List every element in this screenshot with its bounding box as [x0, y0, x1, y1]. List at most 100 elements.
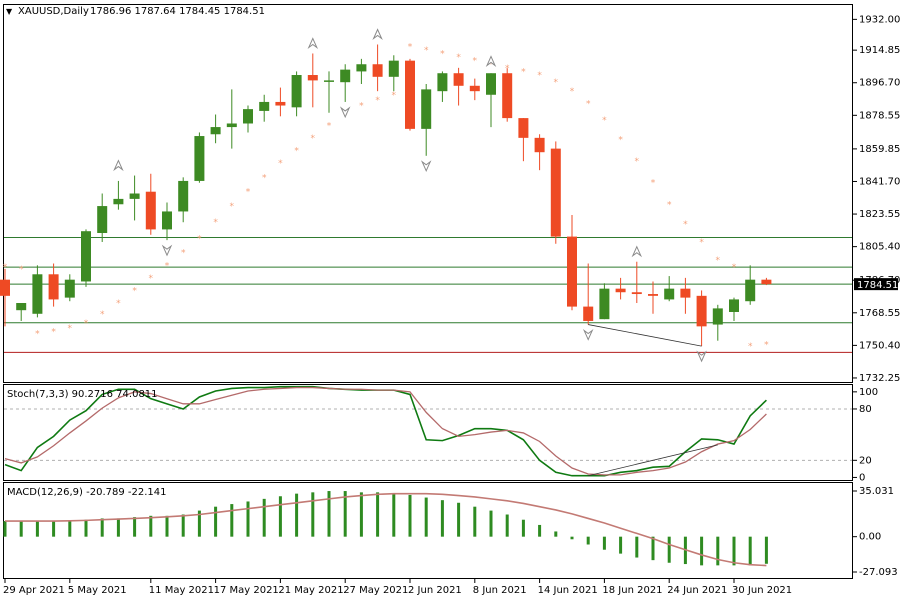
- sar-dot: *: [732, 263, 737, 273]
- candle: [534, 134, 545, 171]
- sar-dot: *: [586, 100, 591, 110]
- sar-dot: *: [165, 261, 170, 271]
- candle: [486, 73, 496, 128]
- candle: [664, 276, 675, 302]
- sar-dot: *: [764, 340, 769, 350]
- macd-label: MACD(12,26,9) -20.789 -22.141: [7, 487, 167, 498]
- candle: [145, 173, 156, 235]
- candle: [599, 283, 610, 320]
- candle: [372, 44, 383, 92]
- price-tick-label: 1841.70: [859, 176, 900, 187]
- last-price-marker: [854, 278, 898, 291]
- price-tick-label: 1823.55: [859, 209, 900, 220]
- macd-bar: [635, 536, 639, 558]
- price-tick-label: 1932.00: [859, 14, 900, 25]
- candle-body: [453, 73, 464, 86]
- candle-body: [761, 279, 772, 285]
- candle-body: [534, 137, 545, 153]
- sar-dot: *: [392, 91, 397, 101]
- time-tick-label: 17 May 2021: [214, 585, 279, 596]
- horizontal-levels: [4, 236, 852, 353]
- macd-bar: [359, 492, 363, 537]
- macd-bar: [3, 521, 7, 537]
- candle-body: [210, 127, 221, 135]
- candle-body: [113, 198, 124, 205]
- price-divergence-line: [588, 324, 702, 347]
- candle: [129, 175, 140, 221]
- macd-bar: [424, 497, 428, 537]
- candle-body: [680, 288, 691, 298]
- macd-bar: [764, 536, 768, 564]
- time-tick-label: 24 Jun 2021: [667, 585, 727, 596]
- time-tick-label: 29 Apr 2021: [3, 585, 65, 596]
- macd-bar: [651, 536, 655, 561]
- candle: [194, 132, 205, 183]
- candle: [388, 55, 399, 92]
- sar-dot: *: [84, 319, 89, 329]
- fractal-down-icon: [161, 244, 173, 257]
- macd-bar: [19, 521, 23, 537]
- time-tick-label: 21 May 2021: [278, 585, 343, 596]
- time-tick-label: 11 May 2021: [149, 585, 214, 596]
- stoch-main-line: [4, 385, 767, 477]
- candle-body: [583, 306, 594, 321]
- candle-body: [712, 308, 723, 325]
- macd-bar: [473, 506, 477, 537]
- symbol-menu-arrow[interactable]: ▼: [6, 7, 13, 16]
- candle: [340, 64, 351, 102]
- macd-bar: [521, 519, 525, 537]
- sar-dot: *: [651, 179, 656, 189]
- candle: [729, 297, 739, 321]
- price-axis: 1932.00 1914.85 1896.70 1878.55 1859.85 1841.…: [853, 14, 900, 384]
- candle: [648, 281, 658, 314]
- sar-dot: *: [132, 286, 137, 296]
- fractal-up-icon: [631, 245, 643, 258]
- macd-bar: [408, 494, 412, 537]
- price-tick-label: 1859.85: [859, 144, 900, 155]
- candle: [64, 274, 75, 302]
- candle-body: [81, 231, 91, 282]
- sar-dot: *: [375, 96, 380, 106]
- candle-body: [599, 288, 610, 320]
- price-tick-label: 1768.55: [859, 308, 900, 319]
- macd-bar: [376, 492, 380, 537]
- time-tick-label: 27 May 2021: [343, 585, 408, 596]
- candle-body: [178, 180, 189, 212]
- candle-body: [567, 236, 577, 307]
- candle-body: [291, 75, 302, 108]
- candle: [97, 193, 108, 242]
- candle-body: [64, 279, 75, 298]
- macd-bar: [602, 536, 606, 550]
- candle: [275, 87, 286, 117]
- sar-dot: *: [294, 146, 299, 156]
- candle: [0, 268, 10, 327]
- macd-bar: [197, 510, 201, 537]
- macd-bar: [667, 536, 671, 563]
- sar-dot: *: [3, 263, 8, 273]
- candle-body: [469, 85, 480, 92]
- candle: [712, 304, 723, 341]
- sar-dot: *: [327, 121, 332, 131]
- parabolic-sar: * * * * * * * * * * * * * * * * * * * * * * * * * * * * * * * * * * * * * * * *…: [3, 42, 769, 352]
- macd-bar: [343, 491, 347, 537]
- candle-body: [145, 191, 156, 230]
- candle-body: [307, 75, 318, 81]
- macd-bar: [311, 492, 315, 537]
- candle: [583, 263, 594, 325]
- candle: [32, 265, 43, 318]
- candle: [48, 263, 59, 307]
- sar-dot: *: [456, 53, 461, 63]
- macd-bar: [327, 491, 331, 537]
- candle-body: [664, 288, 675, 300]
- candle-body: [550, 148, 561, 237]
- sar-dot: *: [602, 116, 607, 126]
- macd-bar: [149, 515, 153, 537]
- candle: [324, 71, 334, 113]
- fractal-down-icon: [420, 160, 432, 173]
- candle: [113, 180, 124, 210]
- price-tick-label: 1914.85: [859, 45, 900, 56]
- candle: [615, 277, 626, 300]
- sar-dot: *: [19, 265, 24, 275]
- candle-body: [648, 294, 658, 296]
- macd-panel: 35.031 0.00 -27.093: [3, 486, 898, 578]
